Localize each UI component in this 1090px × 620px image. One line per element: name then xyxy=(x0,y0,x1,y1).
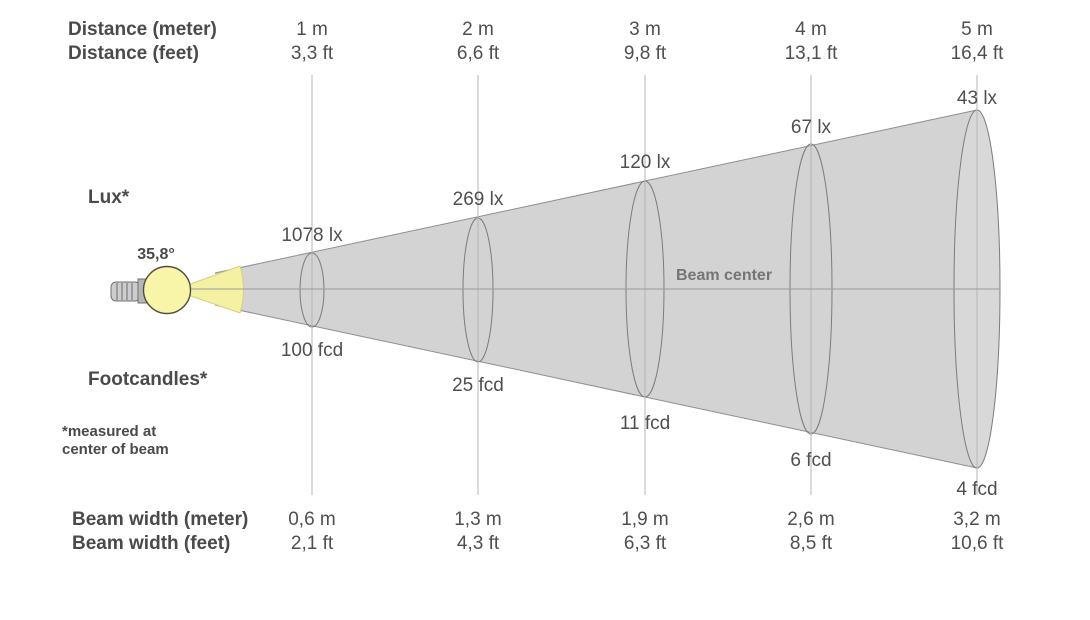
fcd-value-5m: 4 fcd xyxy=(956,479,998,500)
fcd-value-3m: 11 fcd xyxy=(619,413,671,434)
lux-value-1m: 1078 lx xyxy=(281,225,343,246)
width-m-value: 3,2 m xyxy=(953,509,1001,530)
fcd-value-2m: 25 fcd xyxy=(452,375,504,396)
width-ft-value: 8,5 ft xyxy=(789,533,833,554)
beam-width-feet-label: Beam width (feet) xyxy=(72,533,231,554)
beam-width-values-2m: 1,3 m 4,3 ft xyxy=(408,508,548,556)
beam-angle-value: 35,8° xyxy=(137,246,175,263)
beam-width-values-1m: 0,6 m 2,1 ft xyxy=(242,508,382,556)
note-line-1: *measured at xyxy=(62,423,157,440)
beam-width-values-3m: 1,9 m 6,3 ft xyxy=(575,508,715,556)
distance-ft-value: 9,8 ft xyxy=(623,43,667,64)
distance-feet-label: Distance (feet) xyxy=(68,43,199,64)
measurement-note: *measured at center of beam xyxy=(62,423,169,459)
width-m-value: 0,6 m xyxy=(288,509,336,530)
lux-value-4m: 67 lx xyxy=(790,117,832,138)
distance-ft-value: 13,1 ft xyxy=(784,43,838,64)
note-line-2: center of beam xyxy=(62,441,169,458)
width-m-value: 1,9 m xyxy=(621,509,669,530)
distance-values-2m: 2 m 6,6 ft xyxy=(408,18,548,66)
distance-ft-value: 6,6 ft xyxy=(456,43,500,64)
distance-ft-value: 16,4 ft xyxy=(950,43,1004,64)
width-ft-value: 6,3 ft xyxy=(623,533,667,554)
distance-m-value: 2 m xyxy=(462,19,494,40)
beam-width-values-5m: 3,2 m 10,6 ft xyxy=(907,508,1047,556)
lux-label: Lux* xyxy=(88,187,130,208)
width-ft-value: 10,6 ft xyxy=(950,533,1004,554)
distance-header: Distance (meter) Distance (feet) xyxy=(68,18,217,66)
beam-center-label: Beam center xyxy=(676,267,773,284)
distance-m-value: 4 m xyxy=(795,19,827,40)
bulb-globe xyxy=(142,265,192,315)
beam-width-values-4m: 2,6 m 8,5 ft xyxy=(741,508,881,556)
distance-values-3m: 3 m 9,8 ft xyxy=(575,18,715,66)
width-m-value: 1,3 m xyxy=(454,509,502,530)
fcd-value-4m: 6 fcd xyxy=(790,450,832,471)
distance-values-5m: 5 m 16,4 ft xyxy=(907,18,1047,66)
distance-meter-label: Distance (meter) xyxy=(68,19,217,40)
distance-values-4m: 4 m 13,1 ft xyxy=(741,18,881,66)
bulb-icon xyxy=(110,265,244,315)
distance-m-value: 3 m xyxy=(629,19,661,40)
distance-m-value: 1 m xyxy=(296,19,328,40)
width-m-value: 2,6 m xyxy=(787,509,835,530)
beam-cone-bottom-edge xyxy=(214,304,978,469)
lux-value-2m: 269 lx xyxy=(452,189,504,210)
fcd-value-1m: 100 fcd xyxy=(280,340,344,361)
distance-ft-value: 3,3 ft xyxy=(290,43,334,64)
bulb-screw-base-icon xyxy=(110,281,141,302)
beam-width-header: Beam width (meter) Beam width (feet) xyxy=(72,508,248,556)
beam-cone-top-edge xyxy=(214,109,978,274)
lux-value-3m: 120 lx xyxy=(619,152,671,173)
beam-width-meter-label: Beam width (meter) xyxy=(72,509,249,530)
distance-m-value: 5 m xyxy=(961,19,993,40)
footcandles-label: Footcandles* xyxy=(88,369,208,390)
distance-values-1m: 1 m 3,3 ft xyxy=(242,18,382,66)
width-ft-value: 4,3 ft xyxy=(456,533,500,554)
width-ft-value: 2,1 ft xyxy=(290,533,334,554)
lux-value-5m: 43 lx xyxy=(956,88,998,109)
